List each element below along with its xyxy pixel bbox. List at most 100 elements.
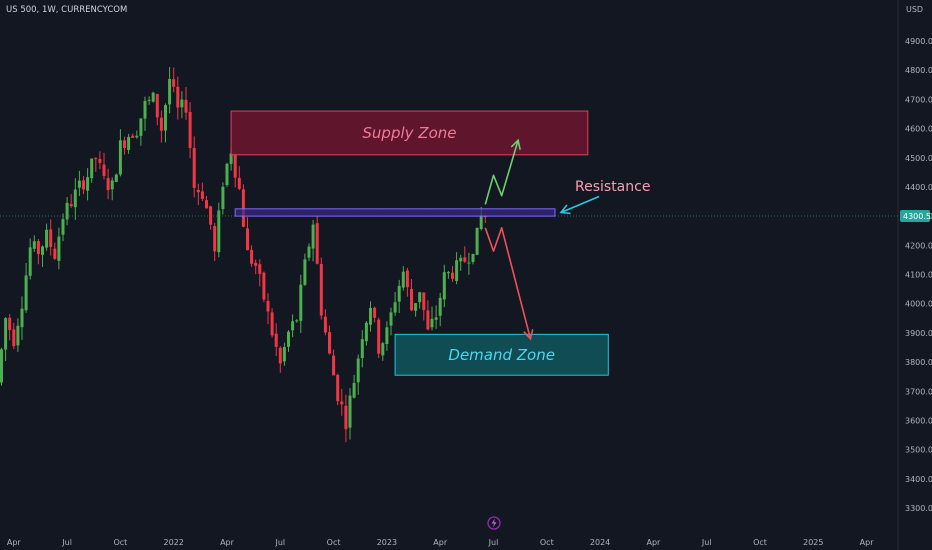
candle-body [426, 310, 430, 330]
candle-body [446, 272, 450, 274]
demand-zone-rect[interactable] [394, 333, 609, 376]
candle-body [274, 333, 278, 347]
candle-body [307, 246, 311, 258]
time-tick-label: Apr [433, 538, 448, 547]
candle-body [176, 86, 180, 108]
arrow-head [523, 329, 534, 341]
candle-body [36, 240, 40, 255]
candle-body [266, 300, 270, 312]
candle-body [401, 271, 405, 288]
candle-body [258, 264, 262, 274]
time-axis[interactable]: Apr Jul Oct 2022 Apr Jul Oct 2023 Apr Jul Oct 2024 A… [7, 538, 874, 547]
candle-body [233, 154, 237, 178]
price-tick-label: 3500.0 [905, 446, 932, 455]
candle-body [16, 325, 20, 346]
candle-body [438, 297, 442, 316]
candle-body [86, 177, 90, 191]
candle-body [299, 284, 303, 321]
candle-body [94, 158, 98, 160]
candle-body [381, 343, 385, 356]
candle-body [467, 262, 471, 264]
candle-body [430, 318, 434, 328]
candle-body [77, 180, 81, 188]
candle-body [188, 111, 192, 148]
candle-body [98, 158, 102, 163]
time-tick-label: Oct [327, 538, 341, 547]
candle-body [213, 226, 217, 252]
arrow-line [560, 195, 600, 214]
candle-body [82, 180, 85, 190]
candle-body [356, 358, 360, 383]
time-tick-label: Jul [701, 538, 712, 547]
candle-body [4, 318, 8, 350]
price-tick-label: 4900.0 [905, 37, 932, 46]
candle-body [110, 180, 114, 190]
price-tick-label: 3800.0 [905, 358, 932, 367]
candle-body [442, 272, 446, 300]
arrow-line [484, 227, 532, 339]
bullish-projection-arrow [484, 138, 521, 205]
candle-body [41, 246, 44, 255]
candle-body [291, 321, 295, 331]
candle-body [61, 219, 65, 235]
candle-body [463, 257, 467, 262]
time-tick-label: Apr [646, 538, 661, 547]
time-tick-label: 2023 [377, 538, 397, 547]
candle-body [24, 275, 28, 311]
candle-body [196, 189, 200, 193]
candle-body [53, 248, 57, 259]
lightning-icon[interactable] [487, 516, 501, 530]
candle-body [451, 272, 454, 279]
time-tick-label: 2025 [803, 538, 823, 547]
candle-body [12, 329, 16, 347]
candle-body [192, 147, 196, 188]
resistance-label: Resistance [575, 179, 650, 195]
candle-body [123, 140, 126, 149]
price-tick-label: 3400.0 [905, 475, 932, 484]
candle-body [143, 101, 147, 119]
candle-body [168, 78, 172, 105]
candle-body [28, 247, 32, 276]
arrow-head [510, 138, 521, 150]
candle-body [262, 272, 266, 300]
price-tick-label: 4400.0 [905, 183, 932, 192]
candle-body [364, 322, 368, 342]
candle-body [455, 260, 459, 281]
candle-body [57, 236, 61, 261]
candle-body [229, 153, 233, 164]
price-tick-label: 4800.0 [905, 66, 932, 75]
price-tick-label: 4000.0 [905, 300, 932, 309]
candle-body [332, 355, 336, 376]
candle-body [237, 177, 241, 189]
candlestick-series [0, 67, 487, 443]
resistance-pointer-arrow [559, 195, 600, 215]
candle-body [172, 79, 176, 87]
candle-body [303, 259, 307, 285]
time-tick-label: Apr [860, 538, 875, 547]
arrow-head [559, 204, 571, 215]
time-tick-label: 2024 [590, 538, 610, 547]
candle-body [434, 317, 438, 320]
symbol-title[interactable]: US 500, 1W, CURRENCYCOM [6, 5, 127, 15]
arrow-line [484, 140, 519, 205]
candle-body [418, 292, 422, 303]
last-price-tag: 4300.5 [900, 209, 931, 222]
candle-body [135, 135, 139, 138]
bearish-projection-arrow [484, 227, 534, 341]
resistance-zone-rect[interactable] [234, 208, 556, 217]
price-tick-label: 3700.0 [905, 387, 932, 396]
candle-body [422, 292, 426, 311]
candle-body [209, 206, 213, 225]
candle-body [414, 303, 418, 311]
candle-body [311, 224, 315, 249]
candle-body [114, 174, 118, 182]
price-tick-label: 4200.0 [905, 241, 932, 250]
candle-body [8, 317, 12, 331]
candle-body [287, 331, 290, 347]
candle-body [159, 117, 163, 131]
supply-zone-rect[interactable] [230, 110, 589, 156]
supply-zone-label: Supply Zone [362, 124, 456, 142]
candle-body [221, 186, 225, 209]
